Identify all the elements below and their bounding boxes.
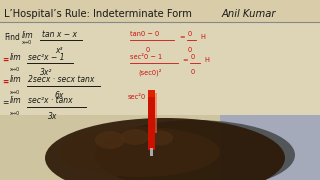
Text: x→0: x→0 (10, 89, 20, 94)
Text: H: H (200, 34, 205, 40)
Ellipse shape (95, 131, 125, 149)
Bar (148, 90, 155, 97)
Text: (sec0)²: (sec0)² (138, 68, 162, 76)
Text: 0: 0 (191, 69, 195, 75)
Text: 3x²: 3x² (40, 68, 52, 76)
Text: 0: 0 (191, 54, 195, 60)
Text: H: H (204, 57, 209, 63)
Text: lim: lim (10, 75, 22, 84)
Text: 0: 0 (146, 47, 150, 53)
Text: sec²x · tanx: sec²x · tanx (28, 96, 73, 105)
Text: sec²x − 1: sec²x − 1 (28, 53, 65, 62)
Bar (0, 0, 320, 22)
Bar (0, 22, 320, 115)
Ellipse shape (95, 120, 295, 180)
Text: Find: Find (4, 33, 20, 42)
Text: lim: lim (22, 30, 34, 39)
Text: 0: 0 (188, 47, 192, 53)
Ellipse shape (60, 127, 220, 177)
Text: =: = (182, 57, 188, 63)
Ellipse shape (121, 129, 149, 145)
Text: tan x − x: tan x − x (42, 30, 77, 39)
Bar (155, 93, 157, 133)
Ellipse shape (45, 118, 285, 180)
Bar (220, 115, 320, 180)
Text: x³: x³ (55, 46, 62, 55)
Text: =: = (179, 34, 185, 40)
Text: =: = (2, 98, 8, 107)
Text: x→0: x→0 (10, 66, 20, 71)
Text: x→0: x→0 (10, 111, 20, 116)
Text: lim: lim (10, 53, 22, 62)
Text: 0: 0 (188, 31, 192, 37)
Text: tan0 − 0: tan0 − 0 (130, 31, 159, 37)
Text: 3x: 3x (48, 111, 57, 120)
Text: L’Hospital’s Rule: Indeterminate Form: L’Hospital’s Rule: Indeterminate Form (4, 9, 192, 19)
Text: Anil Kumar: Anil Kumar (222, 9, 276, 19)
Text: lim: lim (10, 96, 22, 105)
Bar (150, 148, 153, 156)
Text: sec²0 − 1: sec²0 − 1 (130, 54, 162, 60)
Ellipse shape (147, 130, 173, 145)
Text: sec²0: sec²0 (128, 94, 146, 100)
Text: x→0: x→0 (22, 39, 32, 44)
Text: 2secx · secx tanx: 2secx · secx tanx (28, 75, 94, 84)
Bar (148, 95, 155, 150)
Text: 6x: 6x (55, 91, 64, 100)
Text: =: = (2, 55, 8, 64)
Text: =: = (2, 78, 8, 87)
